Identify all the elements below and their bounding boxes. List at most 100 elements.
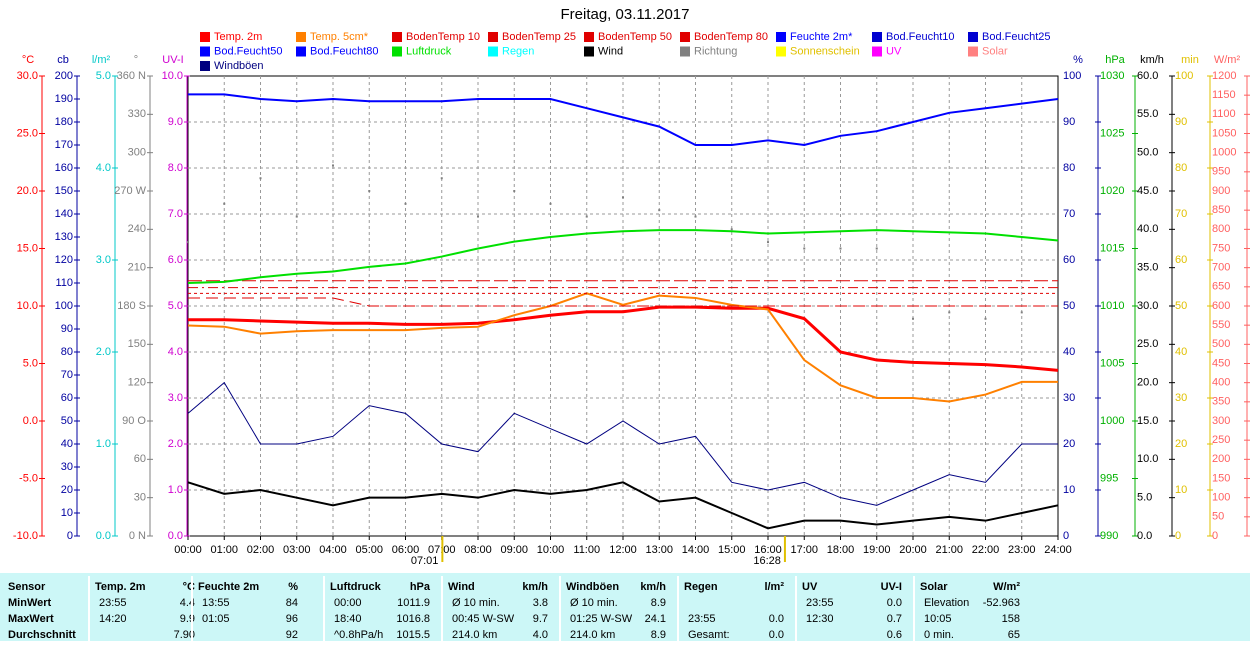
legend-label: Richtung (694, 45, 737, 57)
y-tick-label: 40.0 (1137, 223, 1158, 235)
y-tick-label: 60 (1175, 254, 1187, 266)
y-tick-label: 80 (61, 346, 73, 358)
y-tick-label: 3.0 (96, 254, 111, 266)
y-tick-label: 130 (55, 231, 73, 243)
table-cell: 01:25 W-SW (570, 613, 633, 625)
y-tick-label: 80 (1175, 162, 1187, 174)
x-tick-label: 16:00 (754, 544, 782, 556)
y-tick-label: 360 N (117, 70, 146, 82)
y-tick-label: 80 (1063, 162, 1075, 174)
y-tick-label: -5.0 (19, 472, 38, 484)
y-tick-label: 0.0 (23, 415, 38, 427)
y-tick-label: 30 (134, 492, 146, 504)
x-tick-label: 19:00 (863, 544, 891, 556)
y-tick-label: 60 (1063, 254, 1075, 266)
axis-label: % (1073, 54, 1083, 66)
y-tick-label: 45.0 (1137, 185, 1158, 197)
row-label: MaxWert (8, 613, 54, 625)
y-tick-label: 450 (1212, 357, 1230, 369)
y-tick-label: 200 (1212, 453, 1230, 465)
series-line (188, 93, 1059, 147)
y-tick-label: 180 (55, 116, 73, 128)
legend-label: Bod.Feucht10 (886, 31, 955, 43)
y-tick-label: 30.0 (17, 70, 38, 82)
y-tick-label: 210 (128, 262, 146, 274)
y-tick-label: 30 (1063, 392, 1075, 404)
y-tick-label: 1000 (1100, 415, 1124, 427)
y-tick-label: 1015 (1100, 242, 1124, 254)
direction-dot (839, 247, 842, 250)
direction-dot (730, 228, 733, 231)
legend-swatch (680, 32, 690, 42)
legend-label: Regen (502, 45, 534, 57)
y-tick-label: 350 (1212, 396, 1230, 408)
x-tick-label: 12:00 (609, 544, 637, 556)
x-tick-label: 09:00 (500, 544, 528, 556)
direction-dot (187, 241, 189, 244)
legend-label: Solar (982, 45, 1008, 57)
legend-label: BodenTemp 50 (598, 31, 672, 43)
y-tick-label: 100 (1212, 492, 1230, 504)
x-tick-label: 15:00 (718, 544, 746, 556)
direction-dot (477, 215, 479, 218)
group-unit: l/m² (764, 581, 784, 593)
table-cell: 214.0 km (452, 629, 497, 641)
table-cell: 1011.9 (397, 597, 430, 609)
y-tick-label: 300 (128, 147, 146, 159)
y-tick-label: 5.0 (168, 300, 183, 312)
legend-swatch (296, 32, 306, 42)
y-tick-label: 700 (1212, 262, 1230, 274)
y-tick-label: 0 (1063, 530, 1069, 542)
table-cell: 13:55 (202, 597, 230, 609)
y-tick-label: 150 (128, 338, 146, 350)
y-tick-label: 5.0 (1137, 492, 1152, 504)
legend-swatch (392, 32, 402, 42)
table-cell: Gesamt: (688, 629, 730, 641)
y-tick-label: 40 (1063, 346, 1075, 358)
y-tick-label: 995 (1100, 472, 1118, 484)
y-tick-label: 250 (1212, 434, 1230, 446)
table-cell: 23:55 (99, 597, 127, 609)
direction-dot (549, 202, 552, 205)
table-cell: 0 min. (924, 629, 954, 641)
group-header: Regen (684, 581, 718, 593)
direction-dot (404, 202, 407, 205)
group-unit: hPa (410, 581, 431, 593)
x-tick-label: 05:00 (355, 544, 383, 556)
y-tick-label: 100 (1063, 70, 1081, 82)
y-tick-label: 1025 (1100, 127, 1124, 139)
legend-swatch (584, 32, 594, 42)
legend-swatch (776, 32, 786, 42)
axis-label: km/h (1140, 54, 1164, 66)
legend-label: UV (886, 45, 902, 57)
table-cell: 84 (286, 597, 298, 609)
y-tick-label: 330 (128, 108, 146, 120)
annotation: 16:28 (753, 555, 781, 567)
group-header: Windböen (566, 581, 619, 593)
table-cell: 0.7 (887, 613, 902, 625)
y-tick-label: 170 (55, 139, 73, 151)
x-tick-label: 14:00 (682, 544, 710, 556)
y-tick-label: 800 (1212, 223, 1230, 235)
legend-label: Bod.Feucht80 (310, 45, 379, 57)
y-tick-label: 550 (1212, 319, 1230, 331)
direction-dot (223, 202, 226, 205)
table-cell: 00:45 W-SW (452, 613, 515, 625)
table-cell: 96 (286, 613, 298, 625)
legend-swatch (488, 46, 498, 57)
y-tick-label: 1150 (1212, 89, 1236, 101)
table-cell: 1016.8 (396, 613, 430, 625)
y-tick-label: 650 (1212, 281, 1230, 293)
x-tick-label: 00:00 (174, 544, 202, 556)
group-header: UV (802, 581, 818, 593)
y-tick-label: 90 (1175, 116, 1187, 128)
y-tick-label: 90 (61, 323, 73, 335)
y-tick-label: 0.0 (168, 530, 183, 542)
table-cell: 23:55 (806, 597, 834, 609)
series-line (188, 297, 1058, 307)
legend-swatch (872, 46, 882, 57)
x-tick-label: 20:00 (899, 544, 927, 556)
y-tick-label: 1030 (1100, 70, 1124, 82)
y-tick-label: 950 (1212, 166, 1230, 178)
